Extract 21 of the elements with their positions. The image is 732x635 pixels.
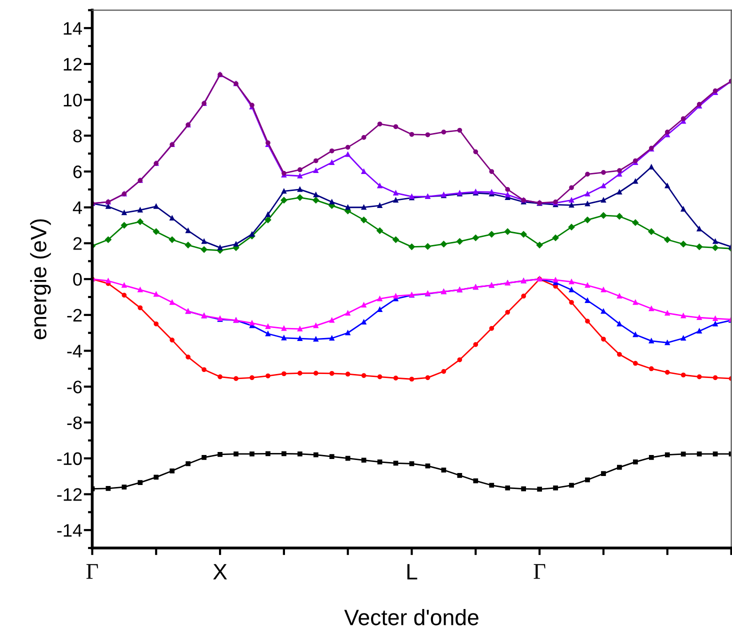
x-tick-label: Γ	[534, 564, 546, 579]
y-tick-label: -12	[57, 488, 82, 501]
y-tick-label: -10	[57, 452, 82, 466]
x-tick-label: L	[407, 564, 418, 580]
x-axis-title: Vecter d'onde	[344, 609, 478, 626]
y-tick-label: -2	[67, 308, 82, 322]
y-tick-label: 4	[72, 201, 82, 214]
y-tick-label: -4	[67, 344, 82, 358]
y-tick-label: 2	[73, 237, 82, 250]
x-tick-label: Γ	[86, 564, 98, 579]
y-tick-label: 12	[64, 58, 82, 70]
x-tick-label: X	[213, 564, 227, 580]
y-tick-label: 10	[64, 94, 82, 107]
y-axis-title: energie (eV)	[30, 219, 51, 340]
y-tick-label: 0	[73, 273, 82, 286]
y-tick-label: -14	[57, 524, 82, 537]
y-tick-label: 14	[64, 22, 82, 35]
y-tick-label: 6	[73, 165, 82, 178]
y-tick-label: 8	[73, 130, 82, 142]
y-tick-label: -8	[67, 416, 82, 430]
y-tick-label: -6	[67, 380, 82, 394]
